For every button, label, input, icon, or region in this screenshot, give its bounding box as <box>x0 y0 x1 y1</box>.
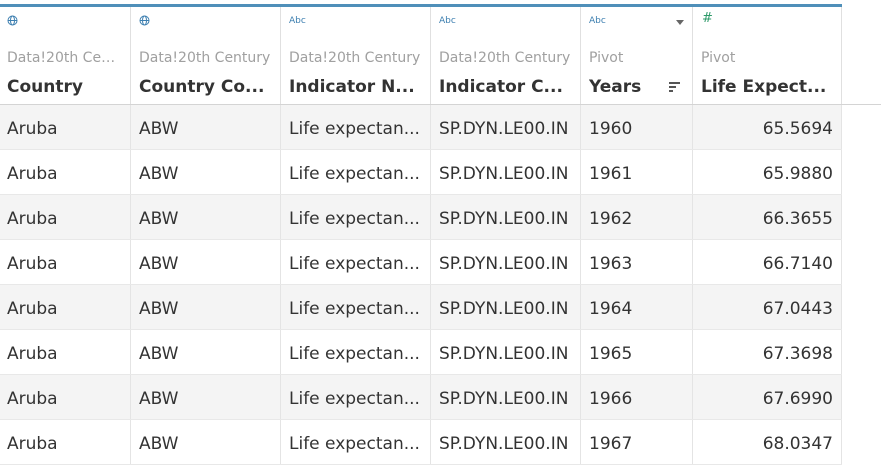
cell-indicator-name[interactable]: Life expectan... <box>281 105 431 149</box>
cell-country[interactable]: Aruba <box>0 150 131 194</box>
cell-life-expectancy[interactable]: 67.0443 <box>693 285 842 329</box>
column-source-label: Pivot <box>589 50 624 66</box>
cell-life-expectancy[interactable]: 68.0347 <box>693 420 842 464</box>
cell-indicator-code[interactable]: SP.DYN.LE00.IN <box>431 150 581 194</box>
table-row[interactable]: Aruba ABW Life expectan... SP.DYN.LE00.I… <box>0 330 842 375</box>
column-header-indicator-code[interactable]: Abc Data!20th Century Indicator C... <box>431 7 581 104</box>
cell-country-code[interactable]: ABW <box>131 375 281 419</box>
table-row[interactable]: Aruba ABW Life expectan... SP.DYN.LE00.I… <box>0 285 842 330</box>
cell-indicator-name[interactable]: Life expectan... <box>281 375 431 419</box>
cell-country[interactable]: Aruba <box>0 375 131 419</box>
cell-years[interactable]: 1966 <box>581 375 693 419</box>
cell-years[interactable]: 1965 <box>581 330 693 374</box>
column-source-label: Data!20th Century <box>289 50 421 66</box>
cell-indicator-code[interactable]: SP.DYN.LE00.IN <box>431 240 581 284</box>
cell-country-code[interactable]: ABW <box>131 105 281 149</box>
cell-country-code[interactable]: ABW <box>131 285 281 329</box>
cell-indicator-name[interactable]: Life expectan... <box>281 195 431 239</box>
column-name: Indicator C... <box>439 77 563 97</box>
cell-life-expectancy[interactable]: 67.6990 <box>693 375 842 419</box>
cell-indicator-name[interactable]: Life expectan... <box>281 240 431 284</box>
cell-indicator-code[interactable]: SP.DYN.LE00.IN <box>431 375 581 419</box>
column-header-country[interactable]: Data!20th Cent... Country <box>0 7 131 104</box>
cell-indicator-name[interactable]: Life expectan... <box>281 330 431 374</box>
cell-years[interactable]: 1961 <box>581 150 693 194</box>
chevron-down-icon[interactable] <box>676 20 684 25</box>
cell-indicator-name[interactable]: Life expectan... <box>281 285 431 329</box>
string-type-icon[interactable]: Abc <box>439 16 456 26</box>
column-name: Years <box>589 77 642 97</box>
cell-country-code[interactable]: ABW <box>131 150 281 194</box>
cell-indicator-name[interactable]: Life expectan... <box>281 420 431 464</box>
column-header-indicator-name[interactable]: Abc Data!20th Century Indicator N... <box>281 7 431 104</box>
cell-country-code[interactable]: ABW <box>131 420 281 464</box>
cell-country-code[interactable]: ABW <box>131 240 281 284</box>
column-name: Indicator N... <box>289 77 415 97</box>
table-body: Aruba ABW Life expectan... SP.DYN.LE00.I… <box>0 105 842 465</box>
table-row[interactable]: Aruba ABW Life expectan... SP.DYN.LE00.I… <box>0 195 842 240</box>
table-row[interactable]: Aruba ABW Life expectan... SP.DYN.LE00.I… <box>0 240 842 285</box>
cell-life-expectancy[interactable]: 65.9880 <box>693 150 842 194</box>
cell-country[interactable]: Aruba <box>0 330 131 374</box>
cell-life-expectancy[interactable]: 65.5694 <box>693 105 842 149</box>
sort-icon[interactable] <box>669 82 680 93</box>
globe-icon[interactable] <box>7 15 18 26</box>
globe-icon[interactable] <box>139 15 150 26</box>
cell-life-expectancy[interactable]: 67.3698 <box>693 330 842 374</box>
cell-years[interactable]: 1967 <box>581 420 693 464</box>
table-row[interactable]: Aruba ABW Life expectan... SP.DYN.LE00.I… <box>0 105 842 150</box>
cell-country[interactable]: Aruba <box>0 285 131 329</box>
cell-indicator-code[interactable]: SP.DYN.LE00.IN <box>431 285 581 329</box>
cell-years[interactable]: 1963 <box>581 240 693 284</box>
cell-indicator-code[interactable]: SP.DYN.LE00.IN <box>431 330 581 374</box>
cell-country[interactable]: Aruba <box>0 105 131 149</box>
cell-country[interactable]: Aruba <box>0 240 131 284</box>
column-header-years[interactable]: Abc Pivot Years <box>581 7 693 104</box>
cell-indicator-code[interactable]: SP.DYN.LE00.IN <box>431 195 581 239</box>
column-source-label: Data!20th Cent... <box>7 50 122 66</box>
cell-country[interactable]: Aruba <box>0 195 131 239</box>
table-row[interactable]: Aruba ABW Life expectan... SP.DYN.LE00.I… <box>0 375 842 420</box>
header-row: Data!20th Cent... Country Data!20th Cent… <box>0 7 881 105</box>
string-type-icon[interactable]: Abc <box>589 16 606 26</box>
column-header-life-expectancy[interactable]: # Pivot Life Expect... <box>693 7 842 104</box>
cell-country[interactable]: Aruba <box>0 420 131 464</box>
cell-years[interactable]: 1964 <box>581 285 693 329</box>
cell-years[interactable]: 1962 <box>581 195 693 239</box>
cell-indicator-name[interactable]: Life expectan... <box>281 150 431 194</box>
column-header-country-code[interactable]: Data!20th Century Country Co... <box>131 7 281 104</box>
column-name: Country <box>7 77 83 97</box>
column-name: Country Co... <box>139 77 265 97</box>
column-source-label: Data!20th Century <box>439 50 571 66</box>
cell-years[interactable]: 1960 <box>581 105 693 149</box>
cell-country-code[interactable]: ABW <box>131 195 281 239</box>
cell-indicator-code[interactable]: SP.DYN.LE00.IN <box>431 420 581 464</box>
number-type-icon[interactable]: # <box>702 11 713 26</box>
cell-life-expectancy[interactable]: 66.3655 <box>693 195 842 239</box>
selection-accent-bar <box>0 4 842 7</box>
cell-life-expectancy[interactable]: 66.7140 <box>693 240 842 284</box>
column-name: Life Expect... <box>701 77 827 97</box>
cell-country-code[interactable]: ABW <box>131 330 281 374</box>
column-source-label: Data!20th Century <box>139 50 271 66</box>
column-source-label: Pivot <box>701 50 736 66</box>
cell-indicator-code[interactable]: SP.DYN.LE00.IN <box>431 105 581 149</box>
string-type-icon[interactable]: Abc <box>289 16 306 26</box>
table-row[interactable]: Aruba ABW Life expectan... SP.DYN.LE00.I… <box>0 420 842 465</box>
table-row[interactable]: Aruba ABW Life expectan... SP.DYN.LE00.I… <box>0 150 842 195</box>
